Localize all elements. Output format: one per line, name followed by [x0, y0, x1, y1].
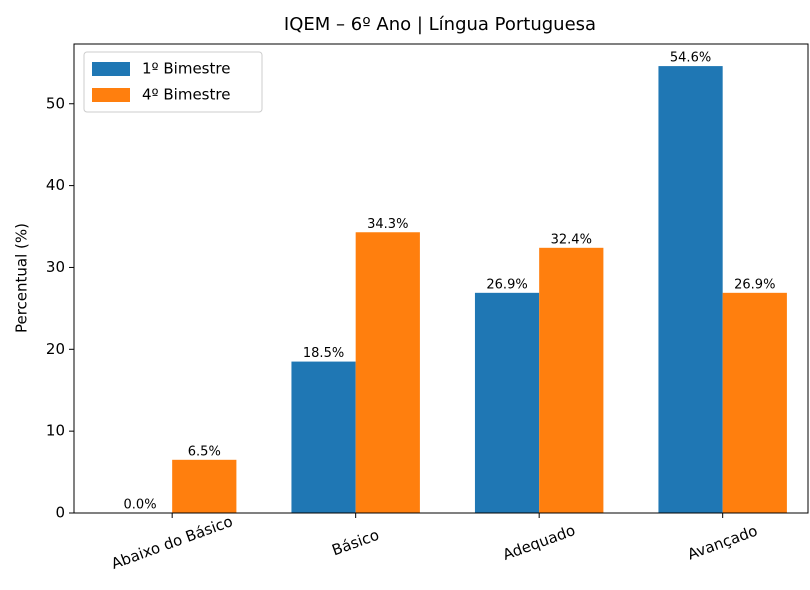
x-tick-label: Abaixo do Básico: [109, 512, 235, 573]
y-tick-label: 10: [46, 422, 65, 440]
plot-frame: [73, 43, 809, 514]
value-label: 6.5%: [188, 444, 221, 459]
y-tick-label: 50: [46, 94, 65, 112]
value-label: 54.6%: [670, 51, 711, 66]
x-tick-label: Avançado: [685, 522, 760, 564]
legend-label: 4º Bimestre: [142, 86, 230, 104]
value-label: 18.5%: [303, 346, 344, 361]
bar: [474, 292, 540, 513]
value-label: 26.9%: [734, 277, 775, 292]
value-label: 0.0%: [124, 498, 157, 513]
legend-swatch: [92, 88, 130, 102]
bar: [355, 232, 420, 513]
bar: [539, 247, 604, 514]
y-tick-label: 0: [55, 504, 65, 522]
legend-label: 1º Bimestre: [142, 60, 230, 78]
y-tick-label: 40: [46, 176, 65, 194]
y-axis-label: Percentual (%): [13, 223, 31, 333]
value-label: 32.4%: [551, 232, 592, 247]
x-tick-label: Adequado: [500, 521, 577, 564]
value-label: 26.9%: [486, 277, 527, 292]
bar: [722, 292, 787, 513]
bar: [291, 361, 356, 513]
x-tick-label: Básico: [329, 526, 381, 560]
y-tick-label: 20: [46, 340, 65, 358]
chart-title: IQEM – 6º Ano | Língua Portuguesa: [284, 14, 596, 35]
y-tick-label: 30: [46, 258, 65, 276]
bar: [658, 66, 723, 513]
legend-swatch: [92, 62, 130, 76]
bar: [172, 459, 237, 513]
value-label: 34.3%: [367, 217, 408, 232]
